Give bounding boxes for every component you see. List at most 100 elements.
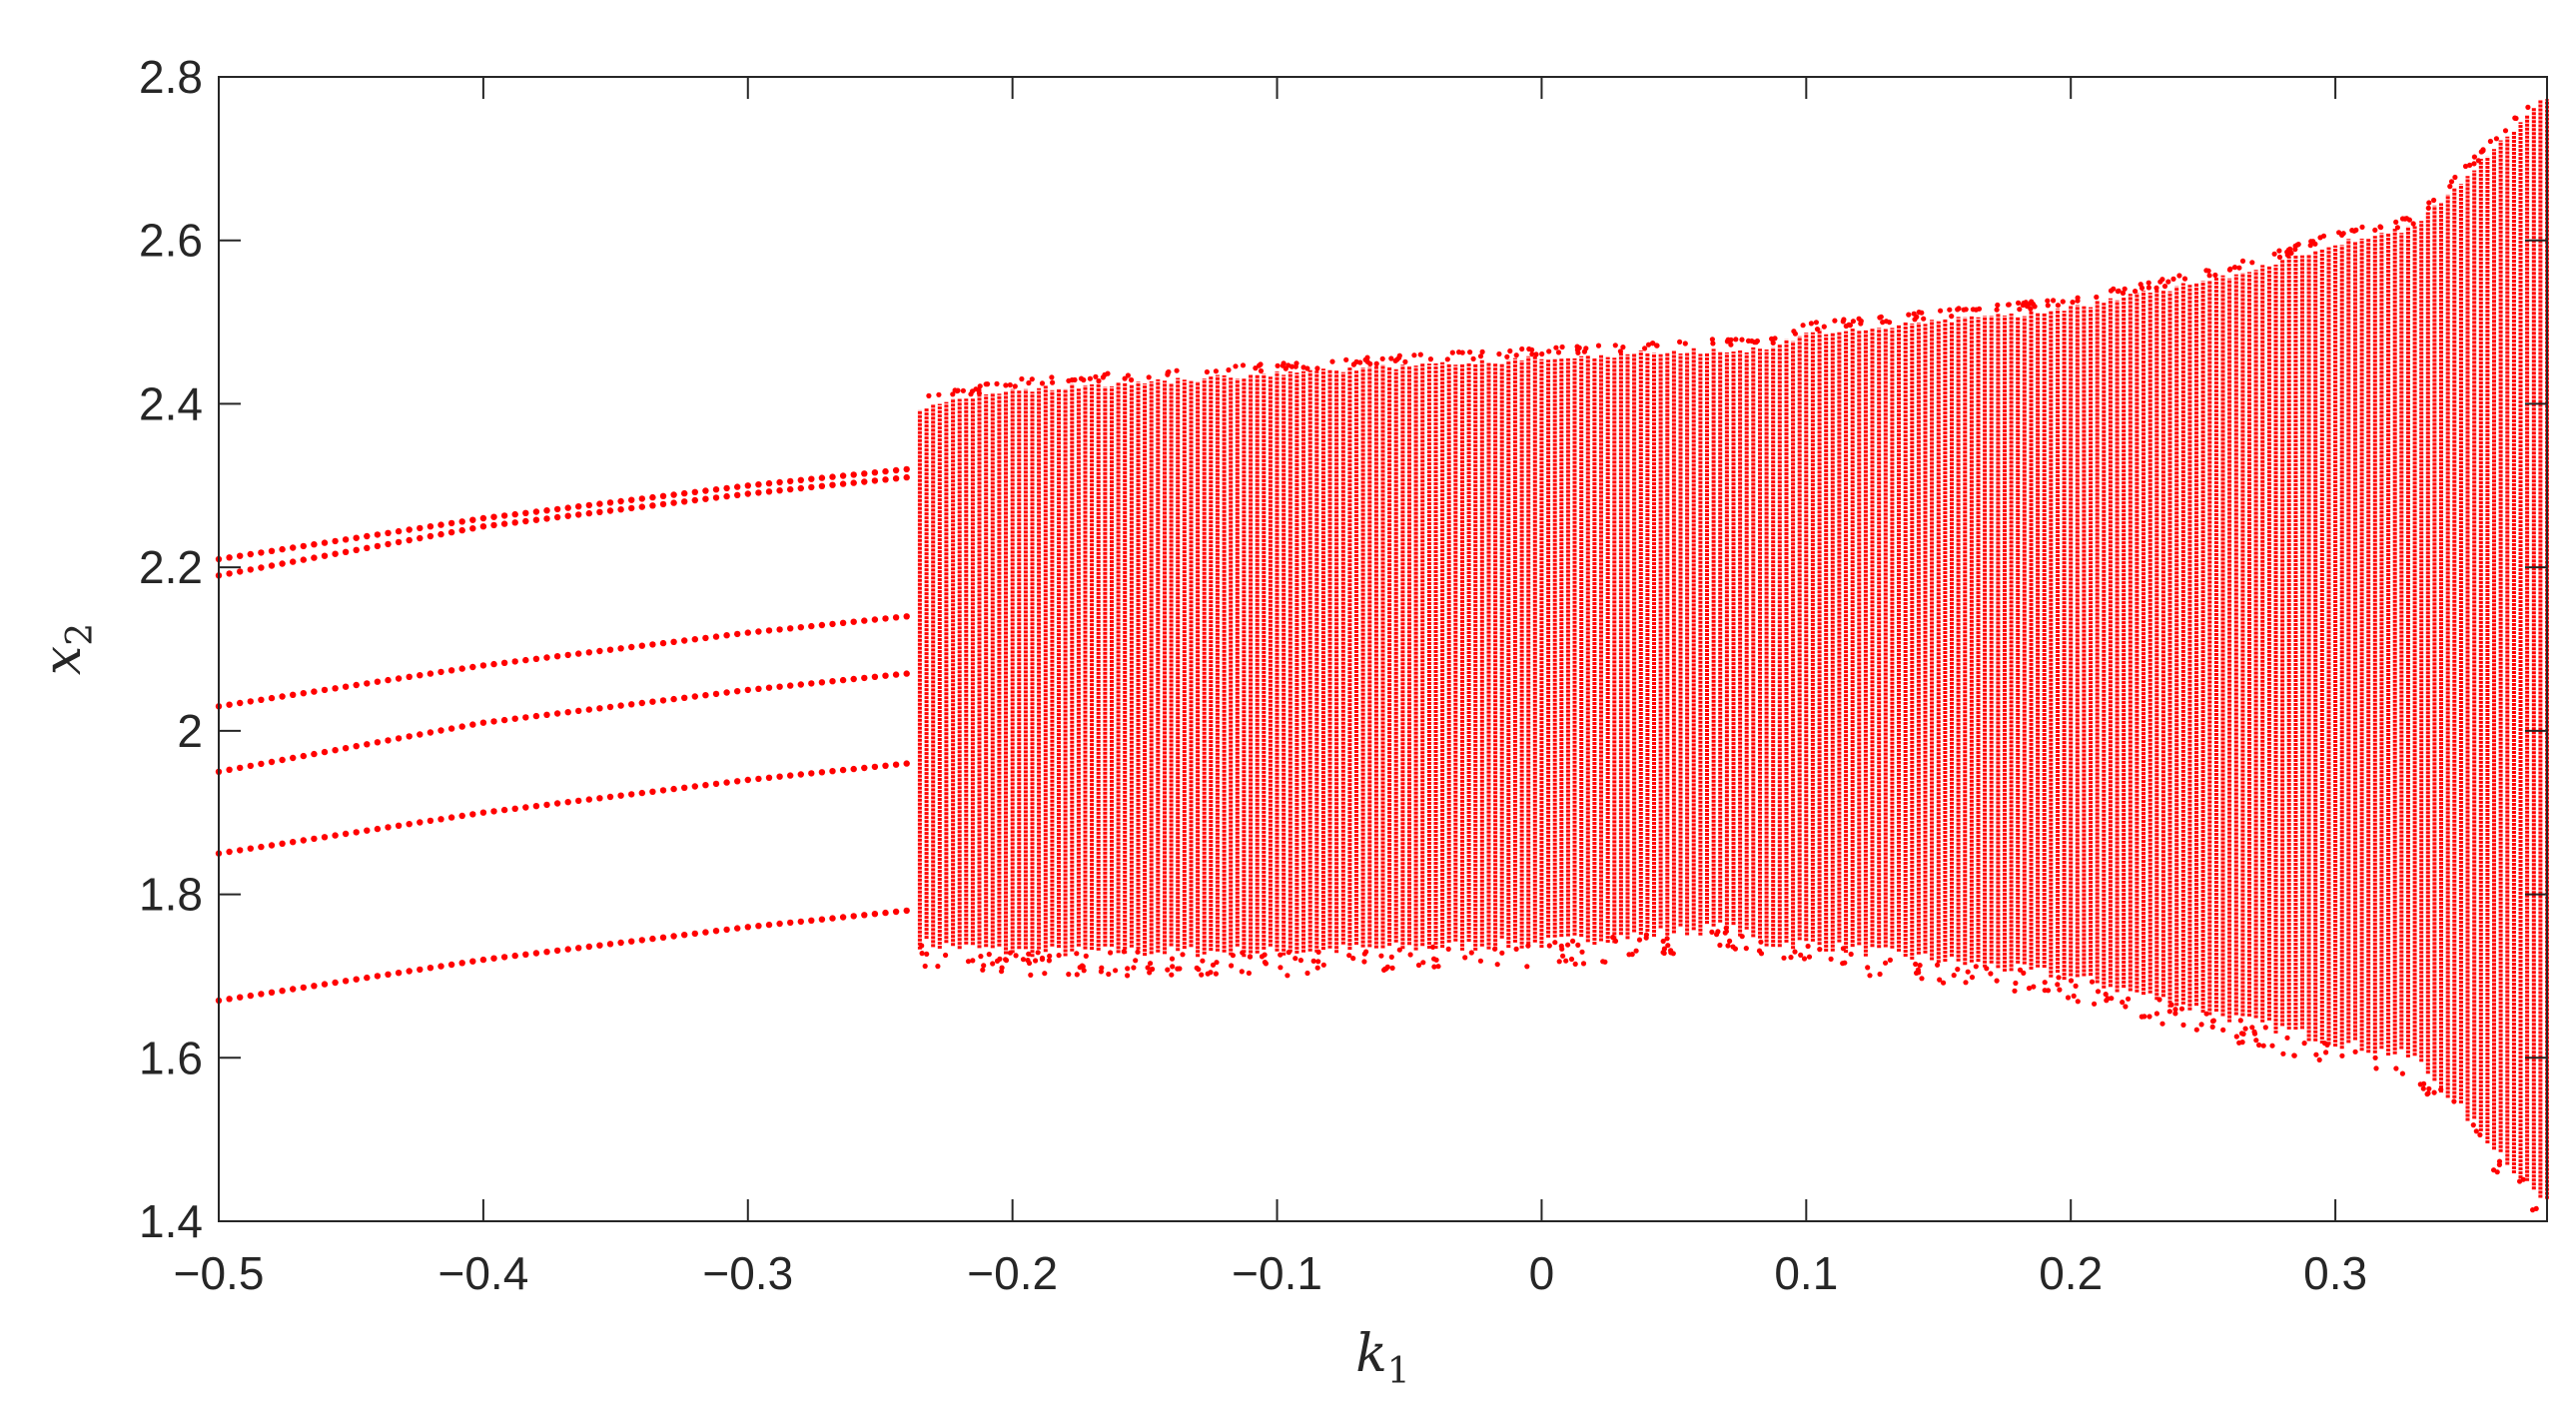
branch-point xyxy=(385,540,392,548)
branch-point xyxy=(765,627,773,634)
branch-point xyxy=(628,643,635,651)
band-point xyxy=(1575,942,1581,949)
band-point xyxy=(1682,341,1688,347)
branch-point xyxy=(818,474,826,481)
branch-point xyxy=(532,950,540,957)
branch-point xyxy=(268,758,276,766)
branch-point xyxy=(638,495,645,502)
band-point xyxy=(2095,989,2102,995)
branch-point xyxy=(575,650,582,657)
branch-point xyxy=(882,615,889,622)
band-point xyxy=(1108,950,1114,956)
band-point xyxy=(1310,958,1316,965)
band-point xyxy=(1320,962,1326,968)
band-point xyxy=(2231,265,2238,271)
band-point xyxy=(1654,343,1660,349)
band-point xyxy=(2180,1022,2186,1028)
branch-point xyxy=(723,689,730,696)
branch-point xyxy=(406,968,413,975)
branch-point xyxy=(532,655,540,662)
band-point xyxy=(1379,355,1385,361)
branch-point xyxy=(543,711,550,718)
band-point xyxy=(2126,996,2132,1002)
band-point xyxy=(1175,966,1181,972)
branch-point xyxy=(553,653,561,660)
band-point xyxy=(1096,377,1102,384)
band-point xyxy=(1430,944,1436,951)
band-point xyxy=(1956,306,1962,312)
band-point xyxy=(1373,360,1379,366)
branch-point xyxy=(818,621,826,629)
band-point xyxy=(2451,1098,2457,1104)
band-point xyxy=(1911,311,1917,317)
branch-point xyxy=(712,494,720,501)
branch-point xyxy=(670,499,677,506)
band-point xyxy=(1758,951,1765,957)
branch-point xyxy=(237,699,244,707)
branch-point xyxy=(469,958,476,965)
band-point xyxy=(1525,943,1531,949)
band-point xyxy=(1519,346,1525,352)
band-point xyxy=(1725,337,1731,343)
branch-point xyxy=(712,486,720,493)
band-point xyxy=(1459,350,1465,355)
band-point xyxy=(2233,1034,2239,1040)
branch-point xyxy=(458,518,465,525)
band-point xyxy=(1035,950,1041,956)
band-point xyxy=(1828,956,1834,963)
branch-point xyxy=(226,701,233,708)
band-point xyxy=(2480,147,2486,153)
branch-point xyxy=(871,673,879,680)
band-point xyxy=(2166,1009,2172,1015)
band-point xyxy=(2448,179,2455,185)
band-point xyxy=(1770,340,1776,346)
branch-point xyxy=(500,806,508,814)
band-point xyxy=(970,958,976,964)
band-point xyxy=(2172,1011,2178,1017)
band-point xyxy=(1579,949,1585,955)
band-point xyxy=(1965,969,1971,975)
band-point xyxy=(1074,972,1080,978)
branch-point xyxy=(364,532,371,540)
branch-point xyxy=(606,646,614,653)
band-point xyxy=(1343,356,1349,362)
band-point xyxy=(1813,320,1819,326)
band-point xyxy=(2065,995,2072,1001)
band-point xyxy=(1840,946,1846,952)
band-point xyxy=(2172,1007,2178,1013)
band-point xyxy=(1066,377,1072,383)
branch-point xyxy=(237,568,244,575)
branch-point xyxy=(417,672,424,679)
band-point xyxy=(1677,339,1683,345)
branch-point xyxy=(395,735,403,742)
band-point xyxy=(1821,324,1827,330)
axes-box xyxy=(218,76,2548,1222)
band-point xyxy=(1003,957,1009,963)
branch-point xyxy=(300,556,307,563)
branch-point xyxy=(649,698,656,705)
branch-point xyxy=(850,471,857,478)
branch-point xyxy=(522,951,529,958)
band-point xyxy=(1533,352,1539,357)
branch-point xyxy=(702,929,709,936)
band-point xyxy=(2236,1040,2242,1046)
band-point xyxy=(1743,946,1749,952)
branch-point xyxy=(829,768,836,775)
branch-point xyxy=(469,516,476,523)
band-point xyxy=(2323,1050,2329,1056)
band-point xyxy=(2147,1014,2152,1020)
band-point xyxy=(1973,964,1979,970)
branch-point xyxy=(702,487,709,494)
branch-point xyxy=(364,680,371,687)
band-point xyxy=(1970,307,1976,313)
y-axis-label-subscript: 2 xyxy=(60,623,101,646)
band-point xyxy=(1843,323,1849,330)
branch-point xyxy=(638,789,645,797)
y-axis-label-base: x xyxy=(33,646,93,675)
band-point xyxy=(2394,225,2400,231)
band-point xyxy=(1078,375,1085,381)
band-point xyxy=(1595,343,1602,349)
band-point xyxy=(1600,959,1606,965)
band-point xyxy=(983,381,989,387)
band-point xyxy=(2477,1131,2483,1138)
